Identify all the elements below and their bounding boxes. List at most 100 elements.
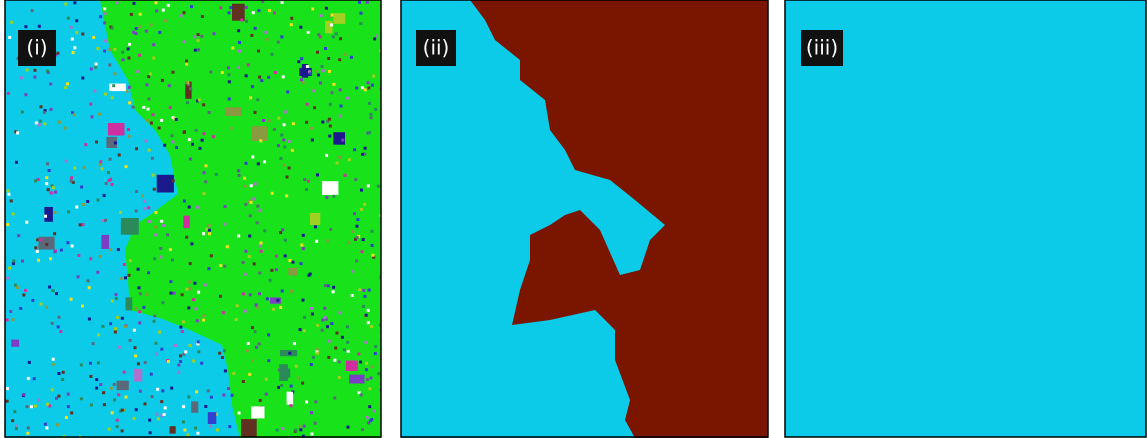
speckle — [145, 30, 148, 33]
speckle — [301, 382, 304, 385]
speckle — [367, 81, 370, 84]
speckle — [248, 235, 251, 238]
speckle — [132, 106, 135, 109]
speckle — [172, 71, 175, 74]
speckle — [21, 111, 24, 114]
speckle — [283, 164, 286, 167]
speckle — [331, 91, 334, 94]
speckle — [27, 426, 30, 429]
speckle — [367, 309, 370, 312]
speckle — [223, 349, 226, 352]
speckle — [310, 127, 313, 130]
speckle — [320, 14, 323, 17]
speckle — [48, 286, 51, 289]
speckle — [24, 93, 27, 96]
speckle — [250, 34, 253, 37]
speckle — [88, 286, 91, 289]
speckle — [343, 348, 346, 351]
speckle — [95, 387, 98, 390]
speckle — [81, 77, 84, 80]
speckle — [238, 50, 241, 53]
speckle — [31, 299, 34, 302]
speckle — [148, 220, 151, 223]
speckle — [139, 390, 142, 393]
speckle — [56, 423, 59, 426]
speckle — [321, 121, 324, 124]
speckle — [248, 255, 251, 258]
speckle — [125, 396, 128, 399]
speckle — [135, 190, 138, 193]
speckle — [250, 201, 253, 204]
speckle — [73, 1, 76, 4]
speckle — [127, 47, 130, 50]
speckle — [108, 179, 111, 182]
speckle — [255, 304, 258, 307]
speckle — [126, 297, 133, 310]
speckle — [185, 63, 188, 66]
speckle — [288, 259, 291, 262]
speckle — [104, 12, 107, 15]
speckle — [249, 214, 252, 217]
speckle — [70, 179, 73, 182]
speckle — [171, 259, 174, 262]
speckle — [244, 273, 247, 276]
speckle — [156, 388, 159, 391]
speckle — [191, 401, 198, 412]
speckle — [108, 428, 111, 431]
speckle — [169, 106, 172, 109]
speckle — [94, 66, 97, 69]
panel-label: (iii) — [806, 36, 838, 60]
speckle — [271, 53, 274, 56]
speckle — [348, 158, 351, 161]
speckle — [299, 425, 302, 428]
speckle — [227, 66, 230, 69]
speckle — [144, 361, 147, 364]
speckle — [167, 4, 170, 7]
speckle — [302, 247, 305, 250]
speckle — [237, 234, 240, 237]
speckle — [338, 360, 341, 363]
speckle — [121, 409, 124, 412]
speckle — [228, 98, 231, 101]
speckle — [45, 182, 48, 185]
speckle — [84, 143, 87, 146]
speckle — [46, 403, 49, 406]
speckle — [238, 412, 241, 415]
speckle — [6, 223, 9, 226]
speckle — [179, 360, 182, 363]
speckle — [70, 411, 73, 414]
speckle — [43, 111, 46, 114]
speckle — [333, 397, 336, 400]
speckle — [53, 232, 56, 235]
speckle — [321, 319, 324, 322]
speckle — [371, 365, 374, 368]
speckle — [210, 254, 213, 257]
speckle — [121, 429, 124, 432]
speckle — [113, 72, 116, 75]
speckle — [133, 2, 136, 5]
speckle — [196, 432, 199, 435]
speckle — [344, 174, 347, 177]
speckle — [53, 250, 56, 253]
speckle — [208, 224, 211, 227]
speckle — [265, 378, 268, 381]
speckle — [182, 421, 185, 424]
speckle — [81, 33, 84, 36]
speckle — [361, 86, 364, 89]
speckle — [65, 160, 68, 163]
speckle — [128, 43, 131, 46]
speckle — [12, 318, 15, 321]
speckle — [135, 210, 138, 213]
speckle — [246, 349, 249, 352]
speckle — [355, 260, 358, 263]
speckle — [192, 360, 195, 363]
speckle — [77, 254, 80, 257]
speckle — [116, 425, 119, 428]
speckle — [228, 80, 231, 83]
speckle — [51, 322, 54, 325]
speckle — [98, 113, 101, 116]
speckle — [157, 417, 160, 420]
speckle — [256, 221, 259, 224]
speckle — [259, 245, 262, 248]
speckle — [153, 257, 156, 260]
